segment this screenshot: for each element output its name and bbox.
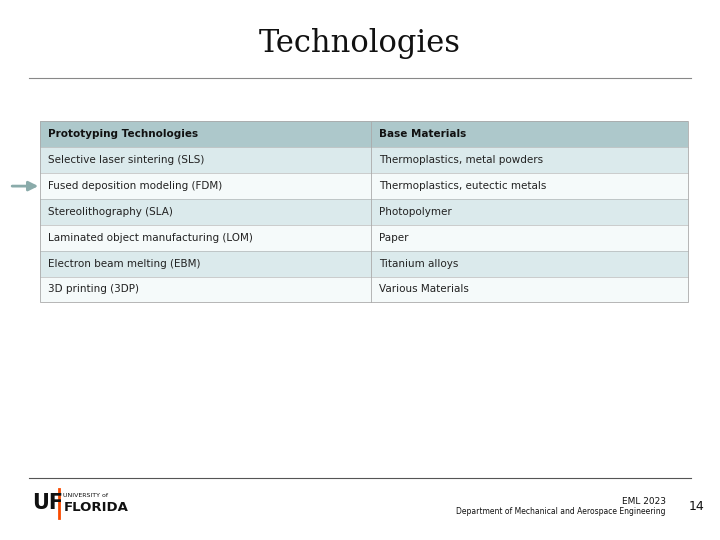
Text: 14: 14 bbox=[689, 500, 705, 513]
Bar bbox=[40, 276, 688, 302]
Bar bbox=[40, 173, 688, 199]
Text: Thermoplastics, eutectic metals: Thermoplastics, eutectic metals bbox=[379, 181, 546, 191]
Text: Base Materials: Base Materials bbox=[379, 130, 467, 139]
Text: Laminated object manufacturing (LOM): Laminated object manufacturing (LOM) bbox=[48, 233, 253, 243]
Text: FLORIDA: FLORIDA bbox=[63, 501, 128, 514]
Text: Paper: Paper bbox=[379, 233, 409, 243]
Text: Department of Mechanical and Aerospace Engineering: Department of Mechanical and Aerospace E… bbox=[456, 507, 666, 516]
Text: Thermoplastics, metal powders: Thermoplastics, metal powders bbox=[379, 156, 544, 165]
Text: Prototyping Technologies: Prototyping Technologies bbox=[48, 130, 199, 139]
Text: Titanium alloys: Titanium alloys bbox=[379, 259, 459, 268]
Text: UNIVERSITY of: UNIVERSITY of bbox=[63, 493, 108, 498]
Bar bbox=[40, 122, 688, 302]
Text: Fused deposition modeling (FDM): Fused deposition modeling (FDM) bbox=[48, 181, 222, 191]
Text: UF: UF bbox=[32, 493, 63, 514]
Bar bbox=[40, 225, 688, 251]
Text: Stereolithography (SLA): Stereolithography (SLA) bbox=[48, 207, 173, 217]
Bar bbox=[40, 199, 688, 225]
Bar bbox=[40, 147, 688, 173]
Text: Electron beam melting (EBM): Electron beam melting (EBM) bbox=[48, 259, 201, 268]
Text: Technologies: Technologies bbox=[259, 28, 461, 59]
Text: Selective laser sintering (SLS): Selective laser sintering (SLS) bbox=[48, 156, 204, 165]
Text: Photopolymer: Photopolymer bbox=[379, 207, 452, 217]
Bar bbox=[40, 251, 688, 276]
Text: Various Materials: Various Materials bbox=[379, 285, 469, 294]
Text: EML 2023: EML 2023 bbox=[622, 497, 666, 505]
Text: 3D printing (3DP): 3D printing (3DP) bbox=[48, 285, 139, 294]
Bar bbox=[40, 122, 688, 147]
